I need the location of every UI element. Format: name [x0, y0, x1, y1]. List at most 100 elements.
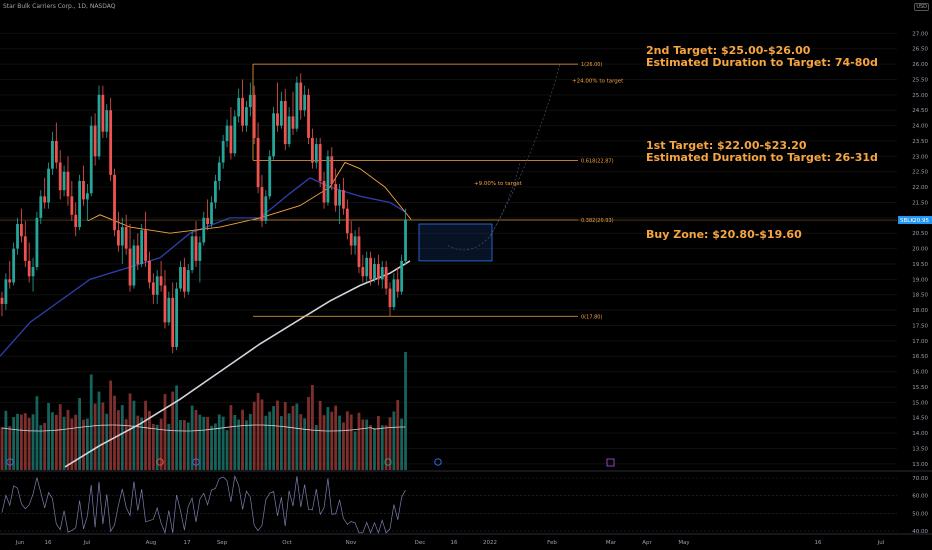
candle-body [373, 263, 376, 280]
candle-body [357, 236, 361, 268]
volume-bar [365, 419, 369, 470]
candle-body [82, 180, 85, 200]
first-target-percent-label: +9.00% to target [474, 181, 523, 187]
volume-bar [190, 405, 194, 470]
candle-body [194, 236, 198, 261]
volume-bar [237, 419, 241, 470]
candle-body [148, 260, 151, 283]
time-tick-label: 17 [184, 540, 191, 546]
candle-body [105, 110, 109, 132]
candle-body [47, 168, 50, 203]
candle-body [384, 267, 388, 289]
volume-bar [47, 403, 50, 470]
candle-body [338, 190, 341, 206]
candle-body [31, 267, 35, 277]
volume-bar [163, 394, 167, 470]
candle-body [217, 162, 221, 181]
volume-bar [117, 410, 120, 470]
volume-bar [256, 392, 260, 470]
volume-bar [202, 416, 206, 470]
volume-bar [120, 405, 124, 470]
candle-body [97, 94, 101, 157]
fib-level-label: 1(26.00) [581, 62, 602, 68]
time-tick-label: 16 [45, 540, 52, 546]
volume-bar [214, 423, 217, 470]
candle-body [248, 94, 252, 108]
price-tick-label: 27.00 [912, 31, 928, 37]
oscillator-tick-label: 70.00 [912, 476, 928, 482]
candle-body [62, 171, 66, 191]
event-marker-icon [384, 458, 392, 466]
volume-bar [39, 425, 43, 470]
volume-bar [334, 405, 338, 470]
volume-bar [35, 396, 39, 470]
candle-body [260, 187, 264, 221]
price-tick-label: 26.50 [912, 47, 928, 53]
candle-body [144, 230, 147, 261]
volume-bar [12, 417, 16, 470]
volume-bar [97, 391, 101, 470]
volume-bar [400, 418, 404, 470]
volume-bar [299, 414, 303, 470]
candle-body [4, 279, 8, 304]
currency-badge[interactable]: USD [914, 3, 929, 11]
volume-bar [27, 417, 31, 470]
volume-bar [210, 425, 213, 470]
candle-body [186, 270, 190, 292]
candle-body [225, 125, 229, 141]
candle-body [210, 202, 213, 225]
volume-bar [175, 385, 178, 470]
price-tick-label: 24.50 [912, 108, 928, 114]
candle-body [287, 116, 291, 145]
volume-bar [43, 422, 47, 470]
time-tick-label: Jun [15, 540, 25, 546]
time-tick-label: 16 [815, 540, 822, 546]
candle-body [43, 196, 47, 203]
candle-body [167, 297, 171, 323]
volume-bar [58, 404, 62, 470]
volume-bar [241, 409, 244, 470]
price-tick-label: 22.00 [912, 185, 928, 191]
event-marker-icon [156, 458, 164, 466]
price-tick-label: 21.50 [912, 200, 928, 206]
volume-bar [182, 420, 186, 470]
volume-bar [342, 422, 345, 470]
candle-body [132, 245, 136, 286]
candle-body [388, 288, 392, 308]
candle-body [202, 217, 206, 243]
volume-bar [101, 402, 105, 470]
candle-body [117, 230, 120, 246]
candle-body [206, 217, 210, 225]
volume-bar [51, 412, 54, 470]
volume-bar [396, 400, 400, 470]
candle-body [326, 156, 330, 203]
time-tick-label: Apr [642, 540, 652, 546]
volume-bar [217, 414, 221, 470]
candle-body [314, 144, 318, 163]
candle-body [342, 190, 345, 209]
candle-body [171, 297, 175, 348]
candle-body [136, 245, 140, 264]
volume-bar [159, 418, 163, 470]
volume-bar [124, 419, 128, 470]
candle-body [140, 230, 144, 264]
candle-body [322, 180, 326, 203]
price-tick-label: 23.00 [912, 154, 928, 160]
candle-body [58, 162, 62, 191]
volume-bar [276, 400, 279, 470]
candle-body [295, 82, 299, 129]
candle-body [311, 137, 314, 163]
candle-body [190, 236, 194, 271]
candle-body [89, 125, 93, 194]
time-tick-label: Sep [217, 540, 228, 546]
candle-body [365, 257, 369, 277]
time-tick-label: Oct [282, 540, 292, 546]
volume-bar [307, 396, 310, 470]
candle-body [27, 260, 31, 277]
first-target-duration: Estimated Duration to Target: 26-31d [646, 151, 878, 164]
volume-bar [349, 414, 353, 470]
volume-bar [82, 419, 85, 470]
price-tick-label: 23.50 [912, 139, 928, 145]
price-tick-label: 20.00 [912, 247, 928, 253]
